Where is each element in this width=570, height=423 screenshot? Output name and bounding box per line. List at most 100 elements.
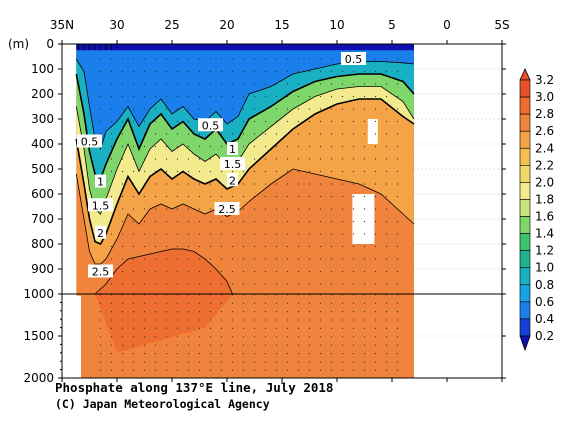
station-dot <box>374 70 377 73</box>
station-dot <box>132 183 135 185</box>
station-dot <box>385 369 388 371</box>
contour-label: 0.5 <box>345 53 363 66</box>
station-dot <box>308 353 311 355</box>
y-tick-label: 700 <box>31 212 54 226</box>
station-dot <box>286 283 289 285</box>
station-dot <box>154 195 157 198</box>
station-dot <box>352 158 355 160</box>
station-dot <box>308 95 311 98</box>
station-dot <box>231 70 234 73</box>
station-dot <box>308 208 311 210</box>
contour-label-bg <box>198 118 223 132</box>
station-dot <box>132 319 135 321</box>
station-dot <box>374 270 377 273</box>
contour-label: 2.5 <box>218 203 236 216</box>
station-dot <box>176 170 179 173</box>
station-dot <box>374 58 377 60</box>
station-dot <box>264 133 267 135</box>
station-dot <box>242 195 245 198</box>
station-dot <box>330 195 333 198</box>
station-dot <box>275 327 278 329</box>
station-dot <box>198 145 201 148</box>
station-dot <box>286 245 289 248</box>
station-dot <box>319 270 322 273</box>
station-dot <box>385 302 388 304</box>
station-dot <box>176 245 179 248</box>
station-dot <box>352 145 355 148</box>
x-tick-label: 35N <box>50 18 74 32</box>
station-dot <box>363 361 366 363</box>
station-dot <box>275 158 278 160</box>
colorbar-label: 3.2 <box>535 73 554 87</box>
station-dot <box>341 283 344 285</box>
colorbar-swatch <box>519 250 531 269</box>
station-dot <box>396 302 399 304</box>
station-dot <box>363 220 366 223</box>
colorbar-under-triangle <box>519 335 531 352</box>
station-dot <box>297 183 300 185</box>
station-dot <box>330 270 333 273</box>
station-dot <box>286 95 289 98</box>
y-tick-label: 0 <box>46 37 54 51</box>
station-dot <box>253 133 256 135</box>
station-dot <box>154 369 157 371</box>
station-dot <box>341 233 344 235</box>
station-dot <box>242 145 245 148</box>
station-dot <box>308 336 311 338</box>
station-dot <box>363 158 366 160</box>
station-dot <box>220 302 223 304</box>
station-dot <box>308 58 311 60</box>
station-dot <box>385 311 388 313</box>
station-dot <box>198 319 201 321</box>
station-dot <box>275 283 278 285</box>
station-dot <box>253 58 256 60</box>
station-dot <box>165 208 168 210</box>
station-dot <box>209 270 212 273</box>
station-dot <box>341 108 344 110</box>
station-dot <box>308 258 311 260</box>
colorbar-swatch <box>519 267 531 286</box>
station-dot <box>385 327 388 329</box>
station-dot <box>187 258 190 260</box>
station-dot <box>253 245 256 248</box>
colorbar-label: 1.2 <box>535 244 554 258</box>
station-dot <box>220 145 223 148</box>
station-dot <box>319 145 322 148</box>
station-dot <box>110 183 113 185</box>
contour-label-bg <box>227 173 238 187</box>
station-dot <box>198 311 201 313</box>
station-dot <box>220 233 223 235</box>
station-dot <box>341 195 344 198</box>
station-dot <box>319 170 322 173</box>
station-dot <box>275 270 278 273</box>
station-dot <box>319 58 322 60</box>
station-dot <box>121 245 124 248</box>
station-dot <box>286 344 289 346</box>
station-dot <box>198 220 201 223</box>
station-dot <box>319 361 322 363</box>
station-dot <box>286 108 289 110</box>
station-dot <box>319 95 322 98</box>
station-dot <box>330 183 333 185</box>
station-dot <box>330 361 333 363</box>
station-dot <box>209 327 212 329</box>
station-dot <box>231 270 234 273</box>
surface-low-band <box>76 44 415 51</box>
chart-title: Phosphate along 137°E line, July 2018 <box>55 380 334 395</box>
station-dot <box>121 70 124 73</box>
station-dot <box>209 233 212 235</box>
station-dot <box>319 327 322 329</box>
station-dot <box>385 195 388 198</box>
contour-label-bg <box>227 142 238 155</box>
station-dot <box>275 108 278 110</box>
station-dot <box>99 327 102 329</box>
station-dot <box>286 158 289 160</box>
station-dot <box>341 302 344 304</box>
x-tick-label: 25 <box>164 18 179 32</box>
station-dot <box>110 311 113 313</box>
station-dot <box>385 344 388 346</box>
station-dot <box>121 95 124 98</box>
station-dot <box>396 270 399 273</box>
station-dot <box>385 283 388 285</box>
contour-label-bg <box>341 52 366 65</box>
